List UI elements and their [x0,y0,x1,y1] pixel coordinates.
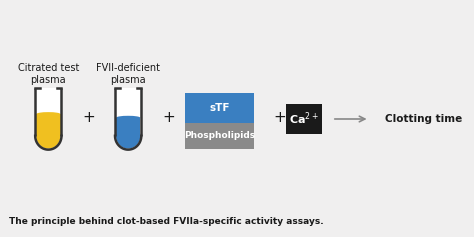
Ellipse shape [35,122,62,150]
Ellipse shape [115,122,141,150]
Text: +: + [82,109,95,124]
Ellipse shape [116,116,140,120]
FancyBboxPatch shape [115,88,141,136]
FancyBboxPatch shape [36,114,61,136]
FancyBboxPatch shape [184,123,254,149]
FancyBboxPatch shape [116,118,140,136]
Text: Ca$^{2+}$: Ca$^{2+}$ [289,111,319,127]
Text: The principle behind clot-based FVIIa-specific activity assays.: The principle behind clot-based FVIIa-sp… [9,217,324,226]
Text: Clotting time: Clotting time [384,114,462,124]
Text: sTF: sTF [209,103,229,113]
Text: FVII-deficient
plasma: FVII-deficient plasma [96,63,160,85]
Text: +: + [162,109,175,124]
Ellipse shape [36,123,61,149]
FancyBboxPatch shape [286,104,322,134]
Text: Phospholipids: Phospholipids [184,131,255,140]
Ellipse shape [36,112,61,116]
Text: Citrated test
plasma: Citrated test plasma [18,63,79,85]
FancyBboxPatch shape [35,88,62,136]
Text: +: + [273,109,286,124]
Ellipse shape [116,123,140,149]
FancyBboxPatch shape [184,93,254,123]
